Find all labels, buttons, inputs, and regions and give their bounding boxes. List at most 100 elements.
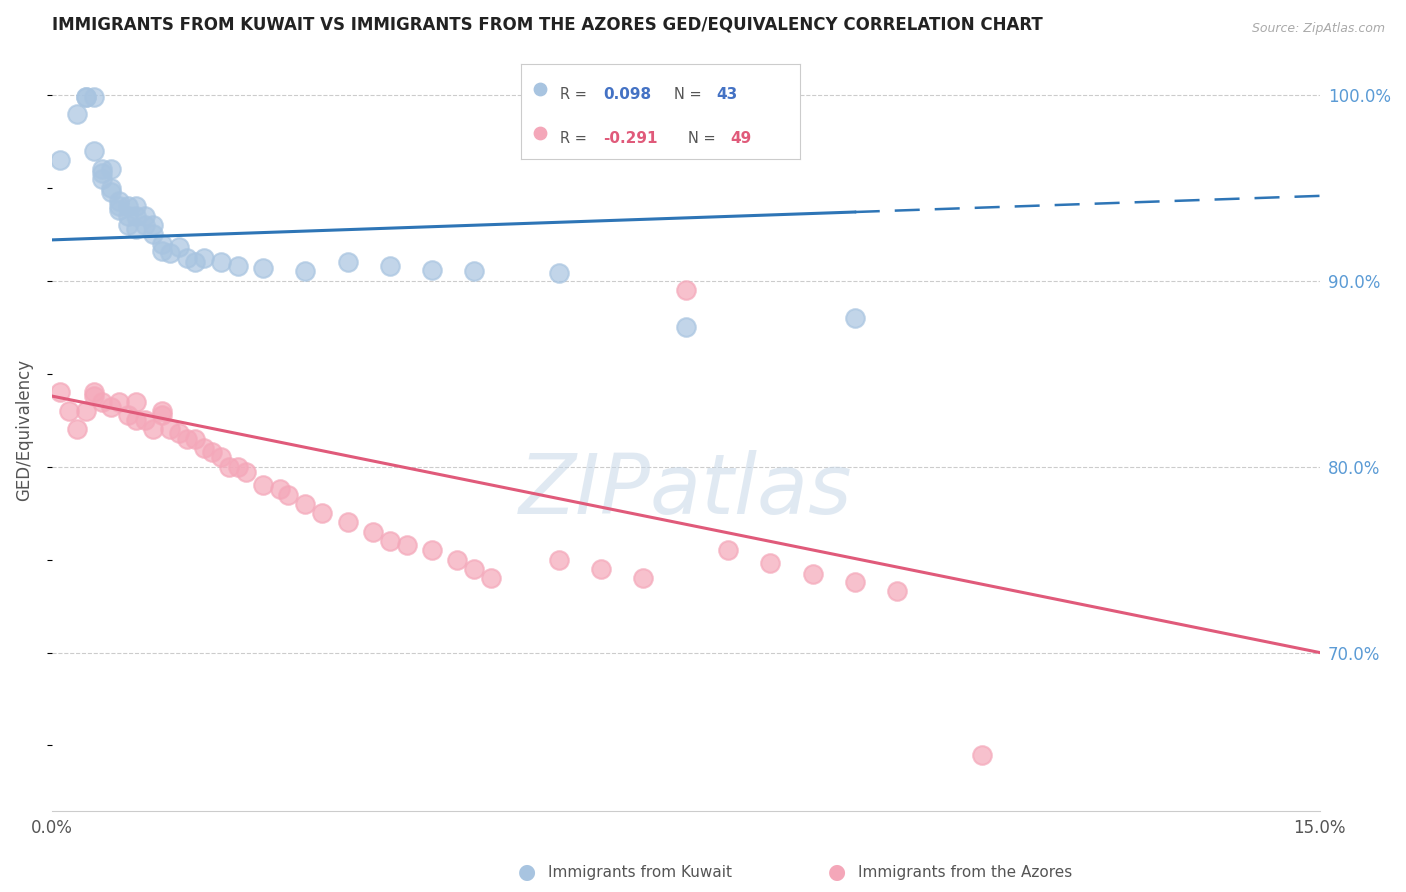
Point [134, 218, 156, 232]
Point [378, 259, 401, 273]
Point [420, 543, 443, 558]
Point [201, 444, 224, 458]
Point [150, 404, 173, 418]
Point [125, 199, 148, 213]
Point [100, 400, 122, 414]
Point [675, 283, 697, 297]
Point [226, 459, 249, 474]
Point [970, 747, 993, 762]
Point [395, 538, 418, 552]
Text: ●: ● [519, 863, 536, 882]
Point [717, 543, 740, 558]
Point [117, 218, 139, 232]
Point [311, 506, 333, 520]
Point [83, 385, 105, 400]
Text: ●: ● [828, 863, 845, 882]
Point [548, 552, 571, 566]
Point [844, 574, 866, 589]
Point [361, 524, 384, 539]
Point [150, 236, 173, 251]
Point [117, 209, 139, 223]
Point [49, 153, 72, 167]
Point [134, 413, 156, 427]
Point [108, 203, 131, 218]
Point [142, 227, 165, 242]
Point [100, 185, 122, 199]
Point [142, 422, 165, 436]
Point [125, 413, 148, 427]
Point [108, 194, 131, 208]
Point [548, 266, 571, 280]
Point [159, 422, 181, 436]
Point [209, 255, 232, 269]
Point [150, 408, 173, 422]
Point [252, 478, 274, 492]
Point [91, 171, 114, 186]
Point [218, 459, 240, 474]
Point [294, 264, 316, 278]
Point [117, 199, 139, 213]
Point [134, 209, 156, 223]
Point [479, 571, 502, 585]
Point [378, 534, 401, 549]
Point [463, 264, 485, 278]
Point [100, 181, 122, 195]
Point [117, 408, 139, 422]
Point [75, 89, 97, 103]
Point [591, 562, 613, 576]
Point [125, 221, 148, 235]
Text: Immigrants from the Azores: Immigrants from the Azores [858, 865, 1071, 880]
Point [184, 255, 207, 269]
Point [125, 209, 148, 223]
Y-axis label: GED/Equivalency: GED/Equivalency [15, 359, 32, 500]
Point [446, 552, 468, 566]
Point [91, 166, 114, 180]
Point [176, 252, 198, 266]
Point [108, 199, 131, 213]
Point [294, 497, 316, 511]
Point [100, 162, 122, 177]
Point [336, 255, 359, 269]
Point [844, 310, 866, 325]
Text: Immigrants from Kuwait: Immigrants from Kuwait [548, 865, 733, 880]
Point [159, 246, 181, 260]
Point [83, 89, 105, 103]
Point [675, 320, 697, 334]
Point [66, 106, 89, 120]
Point [886, 584, 908, 599]
Point [75, 89, 97, 103]
Point [759, 557, 782, 571]
Point [83, 144, 105, 158]
Point [193, 441, 215, 455]
Point [142, 218, 165, 232]
Point [184, 432, 207, 446]
Point [176, 432, 198, 446]
Point [150, 244, 173, 258]
Point [235, 465, 257, 479]
Point [633, 571, 655, 585]
Text: Source: ZipAtlas.com: Source: ZipAtlas.com [1251, 22, 1385, 36]
Point [83, 389, 105, 403]
Point [49, 385, 72, 400]
Point [252, 260, 274, 275]
Point [167, 240, 190, 254]
Text: ZIPatlas: ZIPatlas [519, 450, 852, 531]
Point [125, 394, 148, 409]
Point [91, 162, 114, 177]
Point [277, 487, 299, 501]
Point [269, 482, 291, 496]
Point [463, 562, 485, 576]
Point [801, 567, 824, 582]
Text: IMMIGRANTS FROM KUWAIT VS IMMIGRANTS FROM THE AZORES GED/EQUIVALENCY CORRELATION: IMMIGRANTS FROM KUWAIT VS IMMIGRANTS FRO… [52, 15, 1042, 33]
Point [193, 252, 215, 266]
Point [420, 262, 443, 277]
Point [58, 404, 80, 418]
Point [108, 394, 131, 409]
Point [66, 422, 89, 436]
Point [91, 394, 114, 409]
Point [336, 516, 359, 530]
Point [167, 426, 190, 441]
Point [75, 404, 97, 418]
Point [226, 259, 249, 273]
Point [209, 450, 232, 465]
